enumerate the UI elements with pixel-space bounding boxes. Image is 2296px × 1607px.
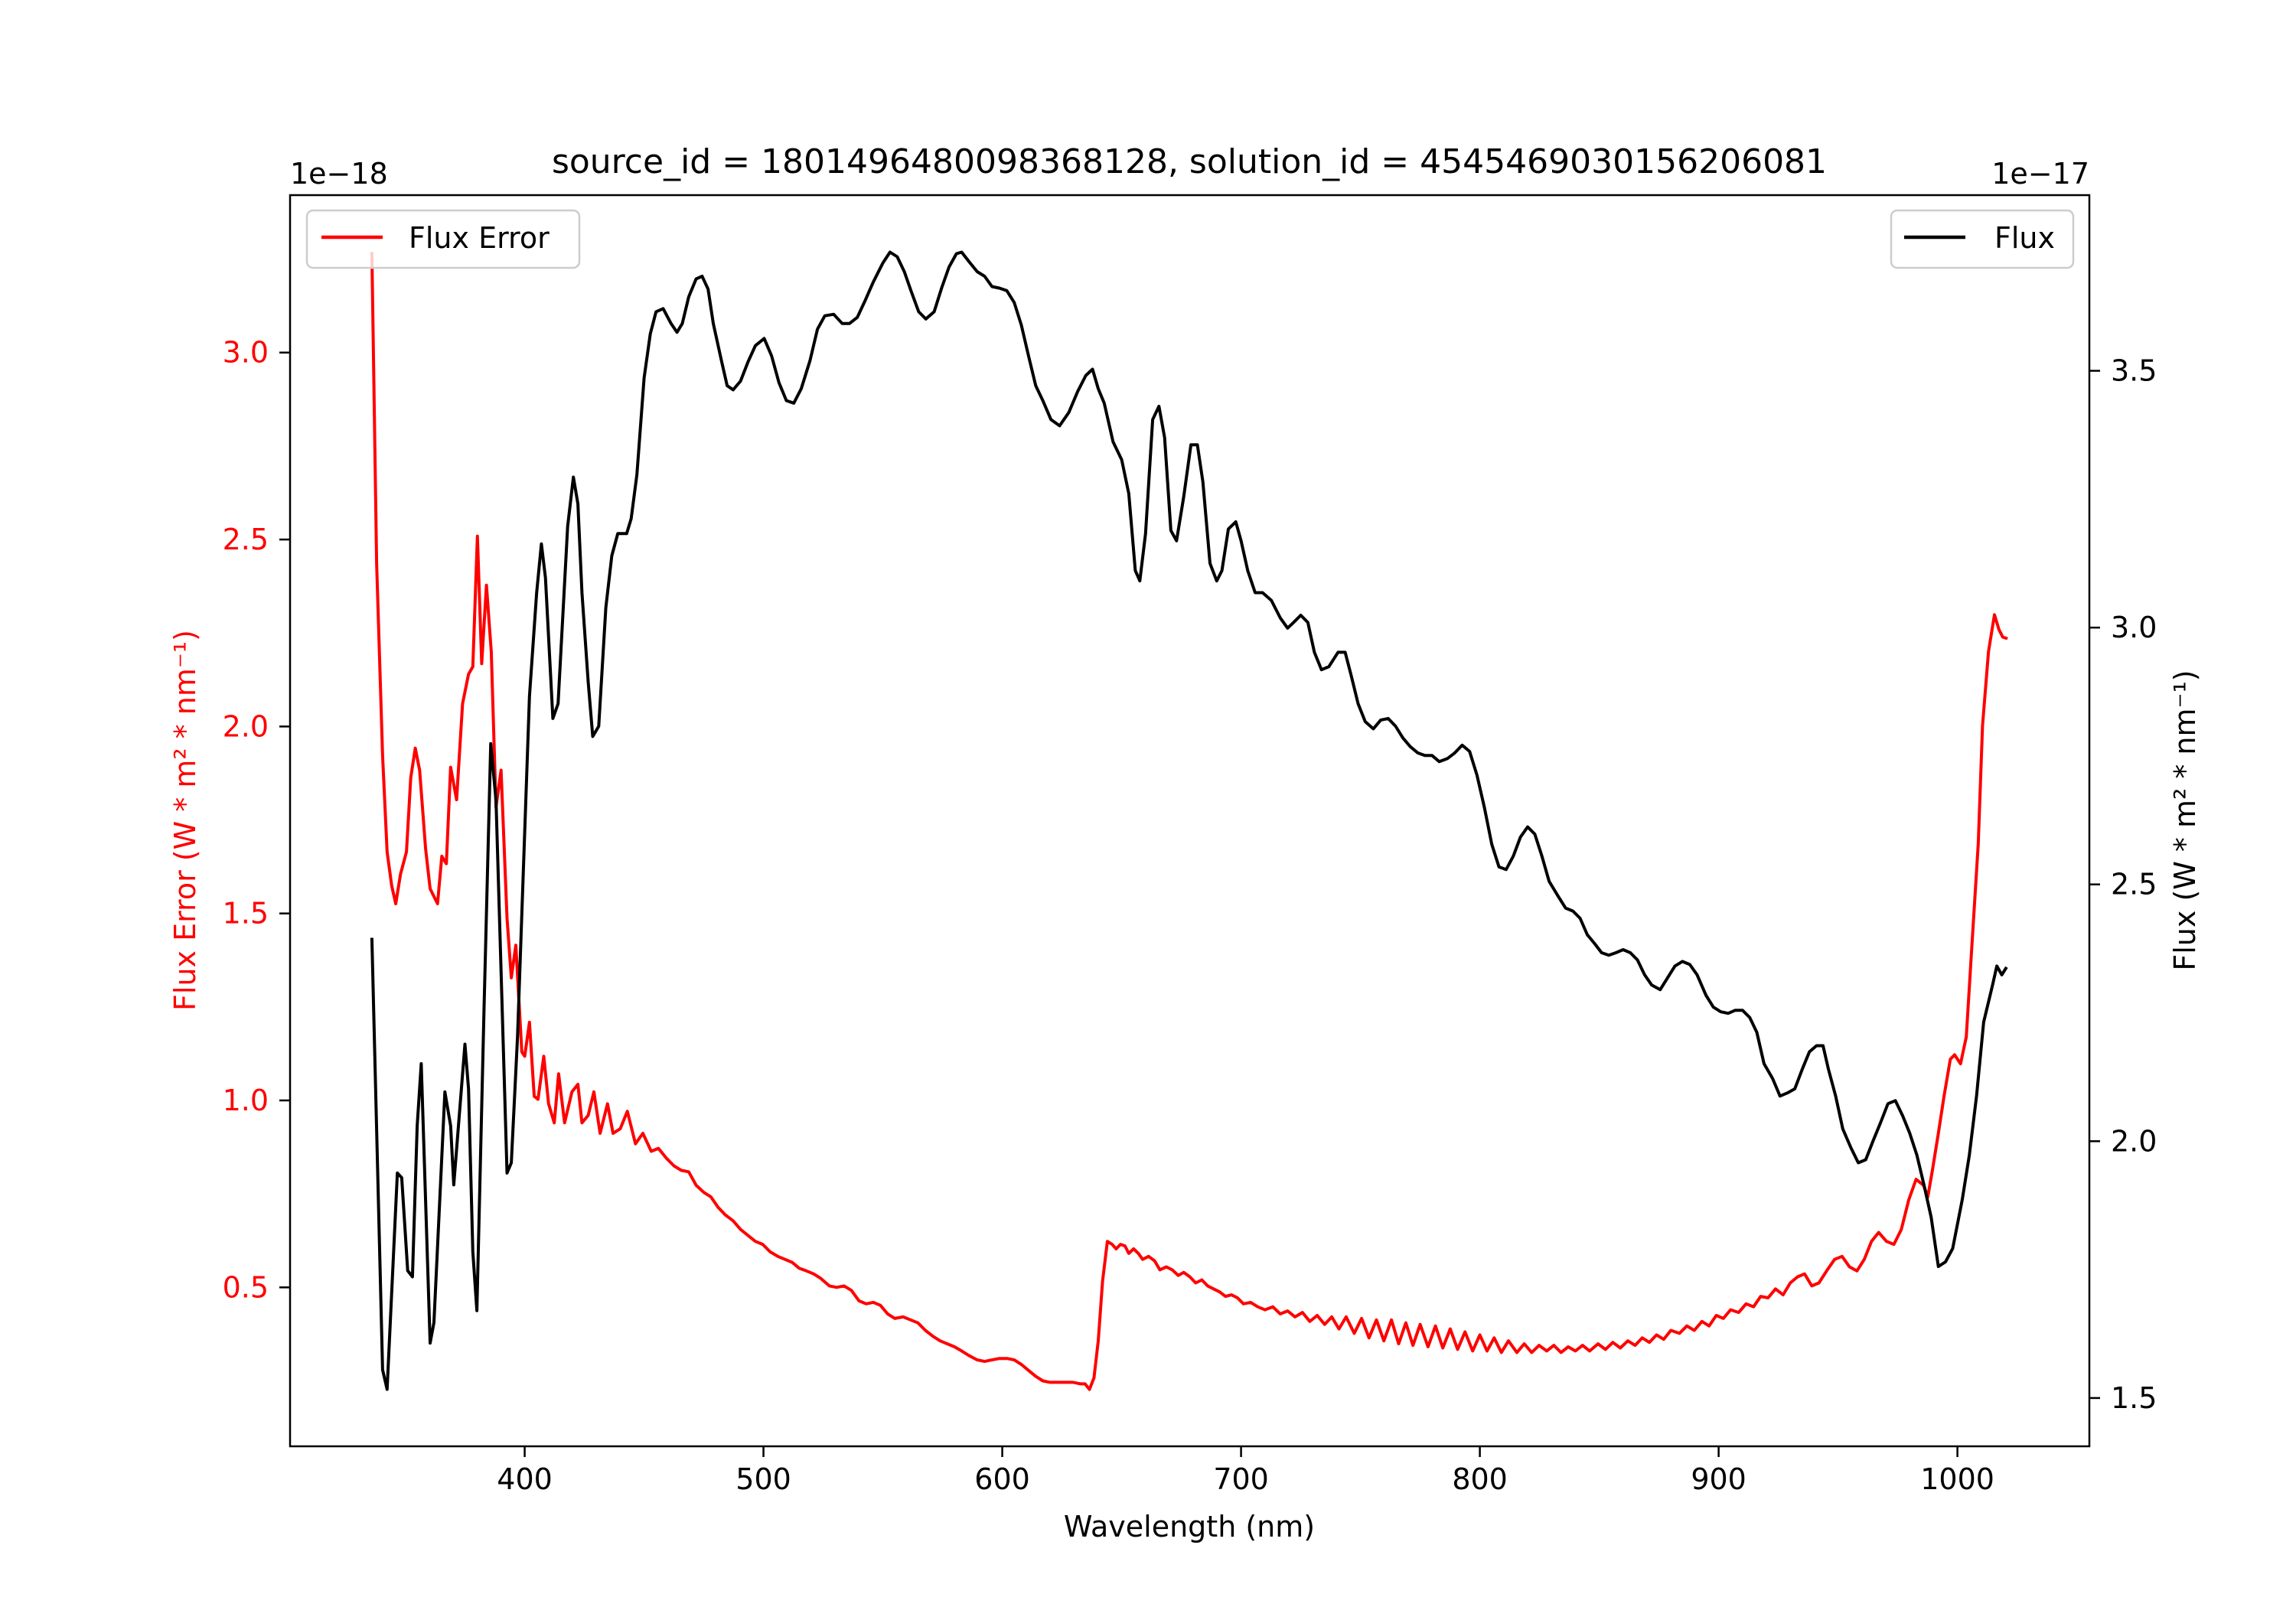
- series-line-flux-error: [370, 252, 2008, 1391]
- x-tick-label: 400: [497, 1462, 553, 1496]
- right-y-tick-label: 3.5: [2111, 354, 2157, 388]
- x-tick-label: 900: [1691, 1462, 1746, 1496]
- left-y-tick-label: 2.5: [223, 523, 269, 556]
- axes-frame: [289, 194, 2091, 1448]
- left-axis-offset-label: 1e−18: [290, 157, 388, 191]
- series-line-flux: [370, 250, 2008, 1391]
- chart-title: source_id = 1801496480098368128, solutio…: [552, 142, 1827, 181]
- x-tick-label: 800: [1452, 1462, 1508, 1496]
- legend-label-flux: Flux: [1994, 221, 2055, 255]
- left-y-axis-label: Flux Error (W * m² * nm⁻¹): [168, 630, 202, 1011]
- legend-box-flux: [1890, 209, 2075, 269]
- x-tick-label: 700: [1213, 1462, 1269, 1496]
- legend-box-flux-error: [305, 209, 581, 269]
- right-y-tick-label: 2.5: [2111, 868, 2157, 901]
- right-axis-offset-label: 1e−17: [1991, 157, 2089, 191]
- left-y-tick-label: 0.5: [223, 1270, 269, 1304]
- left-y-tick-label: 2.0: [223, 709, 269, 743]
- x-tick-label: 600: [974, 1462, 1030, 1496]
- legend-label-flux-error: Flux Error: [409, 221, 550, 255]
- legend-flux: Flux: [1890, 209, 2075, 269]
- plot-area: [370, 250, 2008, 1391]
- right-y-tick-label: 3.0: [2111, 611, 2157, 644]
- right-y-tick-label: 1.5: [2111, 1381, 2157, 1415]
- left-y-tick-label: 3.0: [223, 336, 269, 370]
- legend-flux-error: Flux Error: [305, 209, 581, 269]
- left-y-tick-label: 1.5: [223, 897, 269, 931]
- x-tick-label: 1000: [1920, 1462, 1994, 1496]
- axis-ticks: 400 500 600 700 800 900 1000 0.5 1.0 1.5 2.0 2.5 3.0…: [223, 336, 2157, 1496]
- x-tick-label: 500: [735, 1462, 791, 1496]
- right-y-tick-label: 2.0: [2111, 1124, 2157, 1158]
- right-y-axis-label: Flux (W * m² * nm⁻¹): [2168, 670, 2202, 970]
- x-axis-label: Wavelength (nm): [1064, 1510, 1315, 1543]
- left-y-tick-label: 1.0: [223, 1084, 269, 1117]
